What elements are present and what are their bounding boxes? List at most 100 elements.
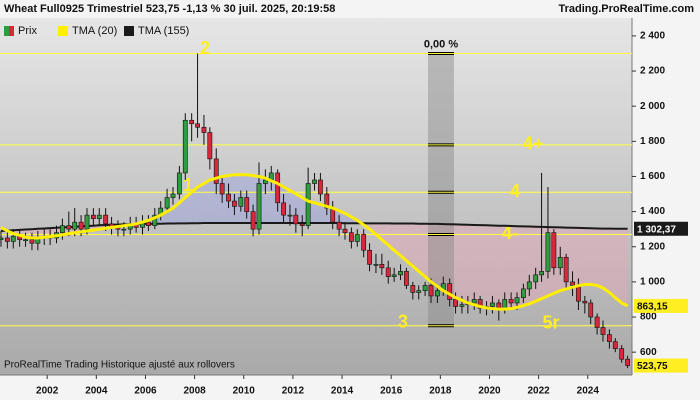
- candle-body: [60, 225, 65, 233]
- last-value-label: 1 302,37: [637, 224, 676, 235]
- legend-label: TMA (20): [72, 25, 117, 37]
- candle-body: [146, 221, 151, 226]
- fill-band: [504, 225, 512, 310]
- fill-band: [480, 225, 487, 308]
- candle-body: [4, 237, 10, 242]
- legend-swatch: [124, 26, 134, 36]
- fill-band: [203, 179, 210, 224]
- fill-band: [228, 174, 235, 224]
- candle-body: [367, 249, 372, 265]
- x-tick-label: 2016: [380, 386, 403, 397]
- x-tick-label: 2010: [233, 386, 256, 397]
- fill-band: [400, 223, 407, 261]
- x-tick-label: 2018: [429, 386, 452, 397]
- legend-swatch: [58, 26, 68, 36]
- candle-body: [361, 234, 367, 251]
- last-value-label: 863,15: [637, 302, 668, 313]
- candle-body: [416, 290, 422, 293]
- y-tick-label: 2 000: [640, 101, 665, 112]
- y-tick-label: 600: [640, 347, 657, 358]
- x-tick-label: 2020: [478, 386, 501, 397]
- fill-band: [31, 228, 38, 238]
- candle-body: [201, 126, 207, 133]
- candle-body: [588, 302, 594, 318]
- fill-band: [25, 229, 32, 238]
- level-label: 4: [510, 181, 520, 201]
- candle-body: [404, 271, 409, 286]
- fill-band: [492, 225, 499, 310]
- x-tick-label: 2004: [85, 386, 108, 397]
- fill-band: [265, 178, 272, 224]
- fill-band: [615, 228, 622, 303]
- candle-body: [391, 274, 397, 277]
- source: Trading.ProRealTime.com: [558, 3, 694, 15]
- level-label: 4+: [523, 134, 544, 154]
- y-tick-label: 1 200: [640, 241, 665, 252]
- candle-body: [354, 234, 360, 242]
- last-value-box: [634, 298, 688, 313]
- fill-band: [498, 225, 505, 310]
- candle-body: [557, 256, 563, 269]
- candle-body: [373, 264, 379, 266]
- fill-band: [412, 223, 419, 272]
- candle-body: [582, 300, 588, 304]
- candle-body: [164, 197, 170, 209]
- candle-body: [379, 264, 385, 269]
- ma-line: [0, 173, 629, 311]
- y-tick-label: 2 200: [640, 66, 665, 77]
- candle-body: [312, 179, 317, 184]
- candle-body: [410, 285, 416, 293]
- candle-body: [103, 214, 109, 225]
- candle-body: [213, 158, 219, 184]
- fill-band: [517, 226, 524, 308]
- last-value-label: 523,75: [637, 361, 668, 372]
- level-label: 2: [200, 38, 210, 58]
- candle-body: [281, 202, 286, 216]
- fill-band: [430, 223, 438, 287]
- fill-band: [449, 224, 456, 298]
- candle-body: [625, 358, 630, 366]
- y-tick-label: 800: [640, 312, 657, 323]
- candle-body: [10, 235, 16, 242]
- candle-body: [23, 239, 28, 242]
- candle-body: [256, 183, 262, 230]
- fill-band: [37, 228, 45, 238]
- fill-band: [486, 225, 493, 309]
- candle-body: [318, 179, 323, 195]
- candle-body: [576, 285, 581, 302]
- candle-body: [348, 232, 354, 242]
- candle-body: [90, 214, 96, 219]
- fill-band: [609, 228, 616, 298]
- candle-body: [447, 283, 453, 300]
- y-tick-label: 1 000: [640, 277, 665, 288]
- candle-body: [520, 288, 526, 298]
- candle-body: [195, 123, 200, 128]
- candle-body: [471, 299, 477, 304]
- candle-body: [293, 214, 299, 225]
- candle-body: [477, 299, 483, 309]
- candle-body: [434, 290, 440, 297]
- candle-body: [287, 214, 293, 217]
- candle-body: [176, 172, 182, 195]
- candle-body: [305, 183, 311, 226]
- candle-body: [244, 197, 250, 212]
- candle-body: [78, 221, 84, 230]
- measure-label: 0,00 %: [424, 38, 458, 50]
- candle-body: [189, 119, 195, 125]
- candle-body: [29, 239, 35, 244]
- fill-band: [388, 223, 395, 251]
- candle-body: [275, 172, 281, 204]
- legend-label: TMA (155): [138, 25, 189, 37]
- level-label: 3: [398, 312, 408, 332]
- y-tick-label: 1 800: [640, 136, 665, 147]
- candle-body: [170, 193, 176, 198]
- fill-band: [474, 224, 481, 307]
- fill-band: [197, 183, 204, 224]
- candle-body: [299, 223, 305, 226]
- candle-body: [207, 132, 213, 160]
- candle-body: [324, 193, 330, 209]
- fill-band: [209, 178, 217, 224]
- candle-body: [563, 256, 569, 283]
- fill-band: [597, 228, 604, 289]
- fill-band: [590, 228, 598, 286]
